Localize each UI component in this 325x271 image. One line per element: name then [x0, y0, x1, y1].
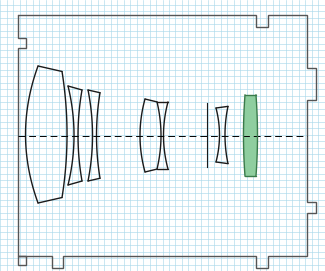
Polygon shape [243, 95, 257, 176]
